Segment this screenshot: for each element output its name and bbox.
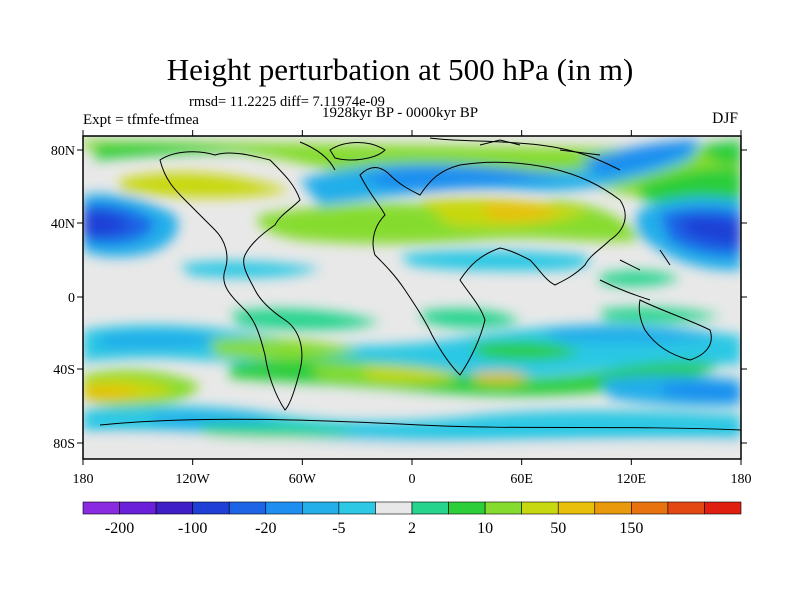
colorbar-label: -200 [105, 520, 134, 537]
colorbar-swatch [521, 501, 559, 515]
colorbar-swatch [82, 501, 120, 515]
colorbar-label: -20 [255, 520, 276, 537]
coastlines [99, 137, 741, 431]
lat-label: 40S [53, 363, 75, 378]
colorbar-swatch [484, 501, 522, 515]
map-contour-field [83, 136, 741, 459]
lon-label: 120W [176, 472, 211, 487]
lon-label: 180 [73, 472, 94, 487]
colorbar-swatch [375, 501, 413, 515]
lat-label: 80N [51, 144, 75, 159]
colorbar-label: 10 [477, 520, 493, 537]
lon-label: 60E [510, 472, 533, 487]
colorbar-label: 2 [408, 520, 416, 537]
colorbar-swatch [631, 501, 669, 515]
colorbar-swatch [155, 501, 193, 515]
colorbar-label: 50 [550, 520, 566, 537]
period-label: 1928kyr BP - 0000kyr BP [322, 105, 479, 121]
colorbar-swatch [704, 501, 742, 515]
season-label: DJF [712, 110, 738, 127]
colorbar-swatch [557, 501, 596, 515]
colorbar: -200 -100 -20 -5 2 10 50 150 [82, 501, 742, 537]
colorbar-swatch [265, 501, 303, 515]
colorbar-swatch [338, 501, 376, 515]
colorbar-swatch [448, 501, 486, 515]
colorbar-swatch [667, 501, 705, 515]
colorbar-swatch [302, 501, 340, 515]
colorbar-swatch [411, 501, 449, 515]
latitude-axis: 80N 40N 0 40S 80S [51, 144, 747, 452]
colorbar-swatch [228, 501, 267, 515]
lon-label: 0 [409, 472, 416, 487]
colorbar-swatch [594, 501, 632, 515]
colorbar-label: 150 [619, 520, 643, 537]
lat-label: 0 [68, 291, 75, 306]
lat-label: 80S [53, 437, 75, 452]
colorbar-label: -5 [332, 520, 345, 537]
colorbar-label: -100 [178, 520, 207, 537]
colorbar-swatch [192, 501, 230, 515]
map-title: Height perturbation at 500 hPa (in m) [166, 52, 634, 87]
longitude-axis: 180 120W 60W 0 60E 120E 180 [73, 130, 752, 487]
lon-label: 60W [289, 472, 317, 487]
colorbar-swatch [119, 501, 157, 515]
lon-label: 180 [731, 472, 752, 487]
rmsd-stats: rmsd= 11.2225 diff= 7.11974e-09 [189, 94, 385, 110]
experiment-label: Expt = tfmfe-tfmea [83, 112, 199, 128]
lon-label: 120E [617, 472, 647, 487]
lat-label: 40N [51, 217, 75, 232]
